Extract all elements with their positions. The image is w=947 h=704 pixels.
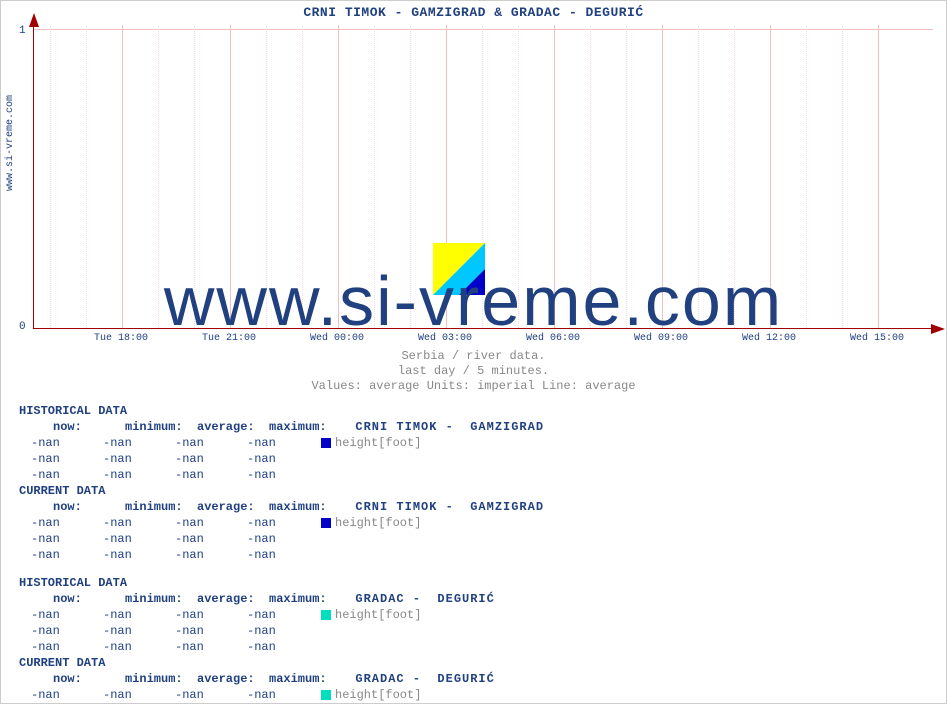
xtick-label: Wed 12:00	[742, 333, 796, 344]
chart-title: CRNI TIMOK - GAMZIGRAD & GRADAC - DEGURI…	[1, 5, 946, 20]
xtick-label: Wed 15:00	[850, 333, 904, 344]
table-row: -nan-nan-nan-nan	[19, 531, 544, 547]
section-title: CURRENT DATA	[19, 483, 544, 499]
xtick-label: Wed 03:00	[418, 333, 472, 344]
table-header-row: now:minimum:average:maximum: CRNI TIMOK …	[19, 419, 544, 435]
series-swatch-icon	[321, 690, 331, 700]
series-swatch-icon	[321, 610, 331, 620]
caption-line-3: Values: average Units: imperial Line: av…	[1, 379, 946, 393]
section-title: HISTORICAL DATA	[19, 403, 544, 419]
xtick-label: Wed 09:00	[634, 333, 688, 344]
table-row: -nan-nan-nan-nanheight[foot]	[19, 435, 544, 451]
table-row: -nan-nan-nan-nanheight[foot]	[19, 515, 544, 531]
caption-line-1: Serbia / river data.	[1, 349, 946, 363]
table-header-row: now:minimum:average:maximum: CRNI TIMOK …	[19, 499, 544, 515]
table-header-row: now:minimum:average:maximum: GRADAC - DE…	[19, 591, 544, 607]
xtick-label: Tue 18:00	[94, 333, 148, 344]
series-swatch-icon	[321, 438, 331, 448]
table-row: -nan-nan-nan-nan	[19, 467, 544, 483]
chart-frame: CRNI TIMOK - GAMZIGRAD & GRADAC - DEGURI…	[0, 0, 947, 704]
y-axis-arrow-icon	[29, 13, 39, 27]
series-swatch-icon	[321, 518, 331, 528]
watermark-icon	[433, 243, 485, 295]
y-axis-label: www.si-vreme.com	[5, 95, 16, 191]
xtick-label: Wed 06:00	[526, 333, 580, 344]
table-row: -nan-nan-nan-nan	[19, 639, 544, 655]
caption-line-2: last day / 5 minutes.	[1, 364, 946, 378]
table-header-row: now:minimum:average:maximum: GRADAC - DE…	[19, 671, 544, 687]
table-row: -nan-nan-nan-nanheight[foot]	[19, 687, 544, 703]
data-tables: HISTORICAL DATAnow:minimum:average:maxim…	[19, 403, 544, 704]
xtick-label: Tue 21:00	[202, 333, 256, 344]
xtick-label: Wed 00:00	[310, 333, 364, 344]
table-row: -nan-nan-nan-nanheight[foot]	[19, 607, 544, 623]
table-row: -nan-nan-nan-nan	[19, 451, 544, 467]
table-row: -nan-nan-nan-nan	[19, 547, 544, 563]
ytick-0: 0	[19, 321, 26, 333]
x-axis-arrow-icon	[931, 324, 945, 334]
section-title: HISTORICAL DATA	[19, 575, 544, 591]
ytick-1: 1	[19, 25, 26, 37]
table-row: -nan-nan-nan-nan	[19, 623, 544, 639]
section-title: CURRENT DATA	[19, 655, 544, 671]
